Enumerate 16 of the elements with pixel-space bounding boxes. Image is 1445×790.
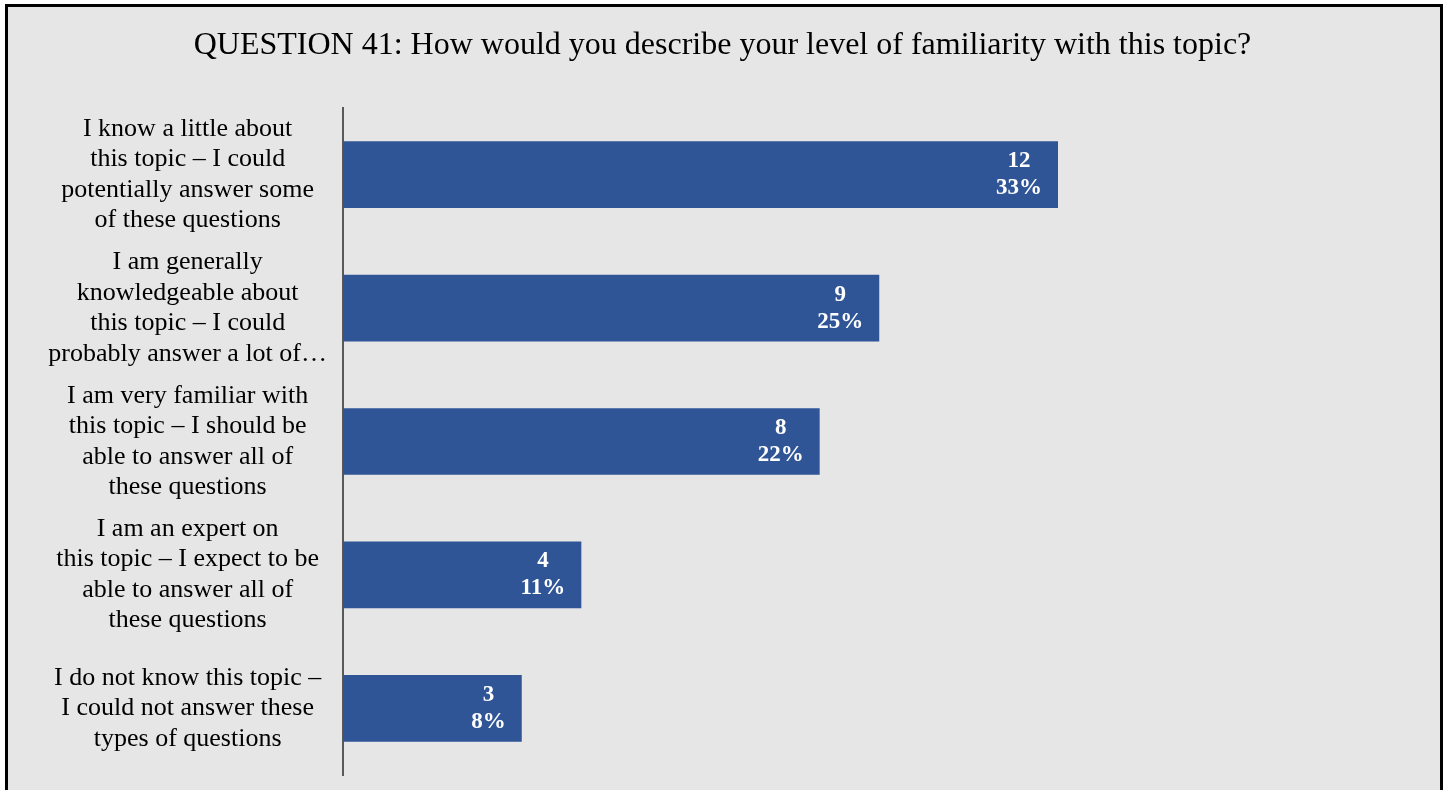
- data-label: 12 33%: [996, 147, 1042, 200]
- y-tick-label: I know a little about this topic – I could potentially answer some of these questions: [61, 112, 315, 234]
- y-tick-label: I am very familiar with this topic – I should be able to answer all of these questions: [67, 379, 309, 501]
- data-label: 8 22%: [757, 413, 804, 466]
- data-label: 4 11%: [520, 547, 566, 600]
- bar: [343, 274, 880, 342]
- data-label: 9 25%: [817, 280, 864, 333]
- y-tick-label: I am an expert on this topic – I expect to be able to answer all of these questions: [56, 512, 320, 634]
- bar: [343, 141, 1058, 209]
- bar: [343, 674, 522, 742]
- y-tick-label: I do not know this topic – I could not answer these types of questions: [54, 661, 323, 752]
- bar: [343, 541, 582, 609]
- chart-title: QUESTION 41: How would you describe your level of familiarity with this topic?: [192, 25, 1253, 61]
- bar: [343, 408, 820, 475]
- y-tick-label: I am generally knowledgeable about this topic – I could probably answer a lot of…: [48, 246, 327, 367]
- data-label: 3 8%: [471, 680, 506, 733]
